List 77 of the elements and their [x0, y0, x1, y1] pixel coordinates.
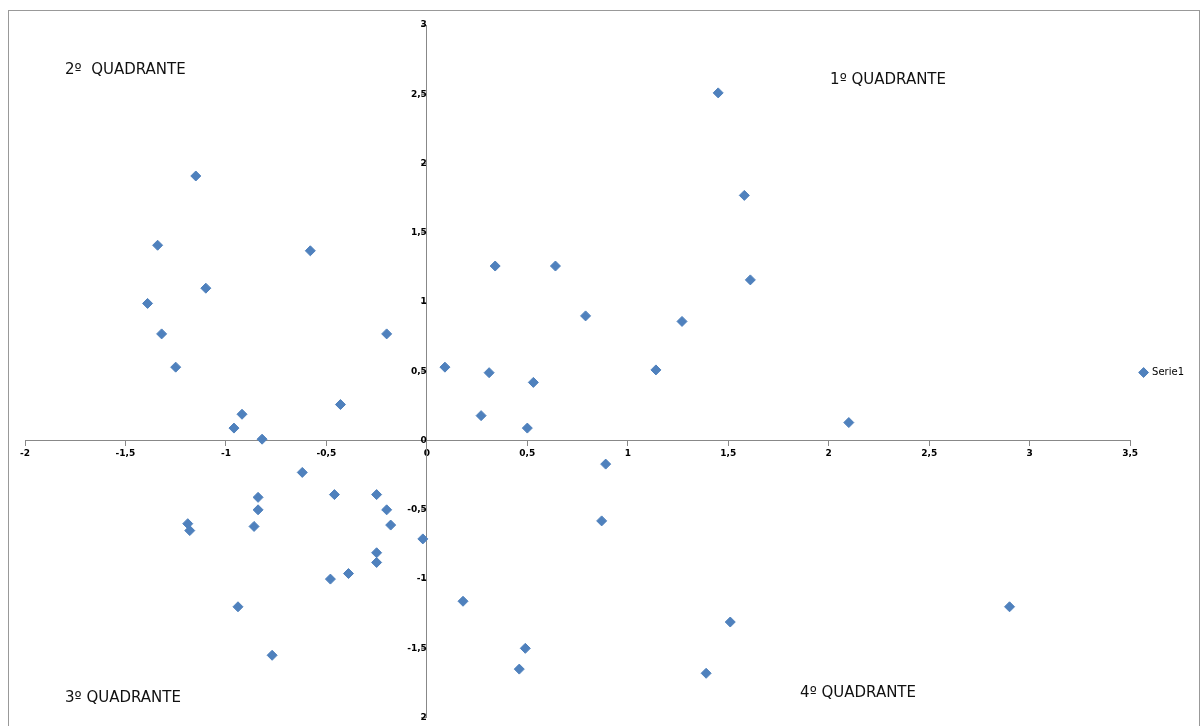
x-tick-label: -1,5	[115, 448, 136, 459]
point	[457, 595, 469, 607]
point	[843, 417, 855, 429]
point	[527, 376, 539, 388]
point	[152, 239, 164, 251]
point	[483, 367, 495, 379]
point	[596, 515, 608, 527]
point	[342, 568, 354, 580]
y-tick-label: 0,5	[410, 365, 427, 376]
x-tick-label: -1	[220, 448, 231, 459]
point	[324, 573, 336, 585]
point	[184, 525, 196, 537]
point	[252, 504, 264, 516]
point	[328, 489, 340, 501]
point	[266, 649, 278, 661]
y-tick-label: 1,5	[410, 227, 427, 238]
point	[170, 361, 182, 373]
point	[142, 297, 154, 309]
annotation: 3º QUADRANTE	[65, 687, 181, 706]
point	[580, 310, 592, 322]
point	[381, 328, 393, 340]
x-tick-label: 2,5	[921, 448, 938, 459]
y-tick-label: 1	[420, 296, 427, 307]
point	[371, 489, 383, 501]
x-tick-label: 2	[825, 448, 832, 459]
y-tick-label: 0	[420, 434, 427, 445]
point	[232, 601, 244, 613]
point	[385, 519, 397, 531]
y-tick-label: 2	[420, 157, 427, 168]
x-tick-label: 0,5	[519, 448, 536, 459]
y-tick-label: -1	[416, 573, 427, 584]
point	[439, 361, 451, 373]
point	[256, 433, 268, 445]
point	[676, 315, 688, 327]
x-tick-label: -0,5	[316, 448, 337, 459]
y-tick-label: 2	[420, 711, 427, 722]
point	[252, 491, 264, 503]
point	[236, 408, 248, 420]
annotation: 1º QUADRANTE	[830, 70, 947, 88]
y-tick-label: -1,5	[407, 642, 427, 653]
point	[156, 328, 168, 340]
point	[650, 364, 662, 376]
x-tick-label: 1	[624, 448, 631, 459]
point	[304, 245, 316, 257]
point	[248, 520, 260, 532]
point	[549, 260, 561, 272]
annotation: 2º QUADRANTE	[65, 60, 186, 78]
point	[1004, 601, 1016, 613]
annotation: 4º QUADRANTE	[800, 682, 917, 701]
point	[475, 410, 487, 422]
x-tick-label: 1,5	[720, 448, 737, 459]
point	[513, 663, 525, 675]
y-tick-label: 2,5	[410, 88, 427, 99]
point	[600, 458, 612, 470]
point	[744, 274, 756, 286]
point	[521, 422, 533, 434]
point	[712, 87, 724, 99]
point	[200, 282, 212, 294]
y-tick-label: 3	[420, 19, 427, 30]
point	[700, 667, 712, 679]
point	[417, 533, 429, 545]
point	[334, 399, 346, 411]
point	[371, 556, 383, 568]
point	[371, 547, 383, 559]
x-tick-label: -2	[20, 448, 30, 459]
point	[381, 504, 393, 516]
point	[489, 260, 501, 272]
point	[519, 642, 531, 654]
point	[296, 466, 308, 478]
point	[738, 189, 750, 201]
y-tick-label: -0,5	[407, 504, 427, 515]
point	[228, 422, 240, 434]
x-tick-label: 3,5	[1122, 448, 1139, 459]
point	[724, 616, 736, 628]
legend-label: Serie1	[1152, 366, 1184, 378]
point	[190, 170, 202, 182]
x-tick-label: 3	[1026, 448, 1033, 459]
